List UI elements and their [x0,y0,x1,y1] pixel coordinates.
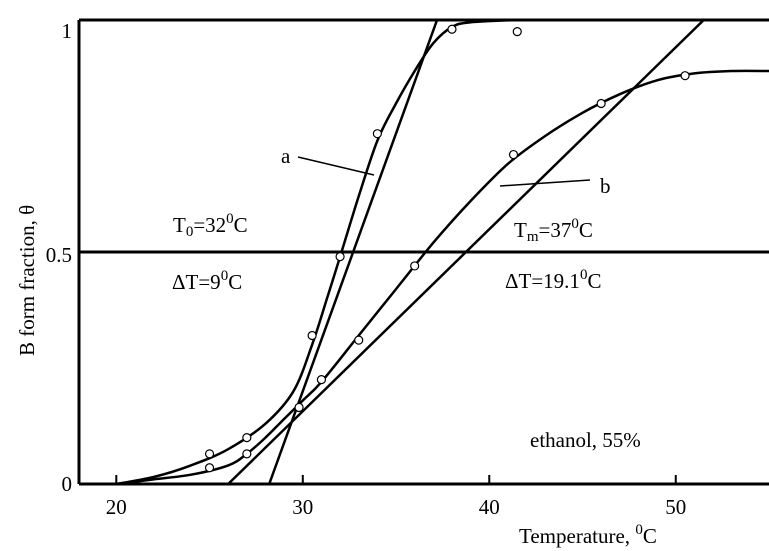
ticks-layer: 20 30 40 50 0 0.5 1 [46,19,686,519]
solvent-annotation: ethanol, 55% [530,428,641,452]
x-axis-title: Temperature, 0C [519,522,657,548]
dt-b-main: ΔT=19.1 [505,269,580,293]
t0-rest: =32 [193,213,226,237]
x-axis-title-sup: 0 [635,522,643,538]
t0-unit: C [234,213,248,237]
x-tick-label: 50 [665,495,686,519]
data-point-b [242,449,252,459]
data-point-a [372,129,382,139]
x-axis-title-main: Temperature, [519,524,635,548]
data-point-b [680,71,690,81]
tangent-line-b [227,20,705,484]
data-point-b [354,335,364,345]
data-point-a [242,433,252,443]
y-tick-label: 0 [62,472,73,496]
y-axis-title: B form fraction, θ [15,205,39,356]
t0-main: T [173,213,186,237]
data-point-a [335,252,345,262]
x-tick-label: 20 [106,495,127,519]
leader-line-a [297,156,375,176]
data-point-a [204,449,215,459]
series-line-b [116,69,769,484]
dt-b-unit: C [587,269,601,293]
dt-a-sup: 0 [221,268,229,284]
tm-sup: 0 [571,216,579,232]
x-tick-label: 40 [479,495,500,519]
delta-t-b-annotation: ΔT=19.10C [505,267,601,293]
data-point-b [204,463,215,473]
dt-b-sup: 0 [580,267,588,283]
data-point-a [447,24,457,34]
data-point-b [316,375,327,385]
data-point-b [508,149,519,160]
point-layer [204,24,690,473]
t0-sup: 0 [226,211,234,227]
delta-t-a-annotation: ΔT=90C [172,268,242,294]
x-tick-label: 30 [292,495,313,519]
tm-annotation: Tm=370C [514,216,593,245]
tm-unit: C [579,218,593,242]
data-point-b [410,261,420,271]
t0-sub: 0 [186,224,194,240]
series-label-a: a [281,144,291,168]
tm-main: T [514,218,527,242]
tm-rest: =37 [539,218,572,242]
dt-a-main: ΔT=9 [172,270,221,294]
series-label-b: b [600,174,611,198]
data-point-a [512,27,522,37]
y-tick-label: 1 [62,19,73,43]
tm-sub: m [527,229,539,245]
leader-line-b [499,179,591,187]
t0-annotation: T0=320C [173,211,248,240]
data-point-b [294,402,304,413]
dt-a-unit: C [228,270,242,294]
data-point-b [596,98,606,109]
data-point-a [307,330,317,341]
x-axis-title-unit: C [643,524,657,548]
y-tick-label: 0.5 [46,243,72,267]
